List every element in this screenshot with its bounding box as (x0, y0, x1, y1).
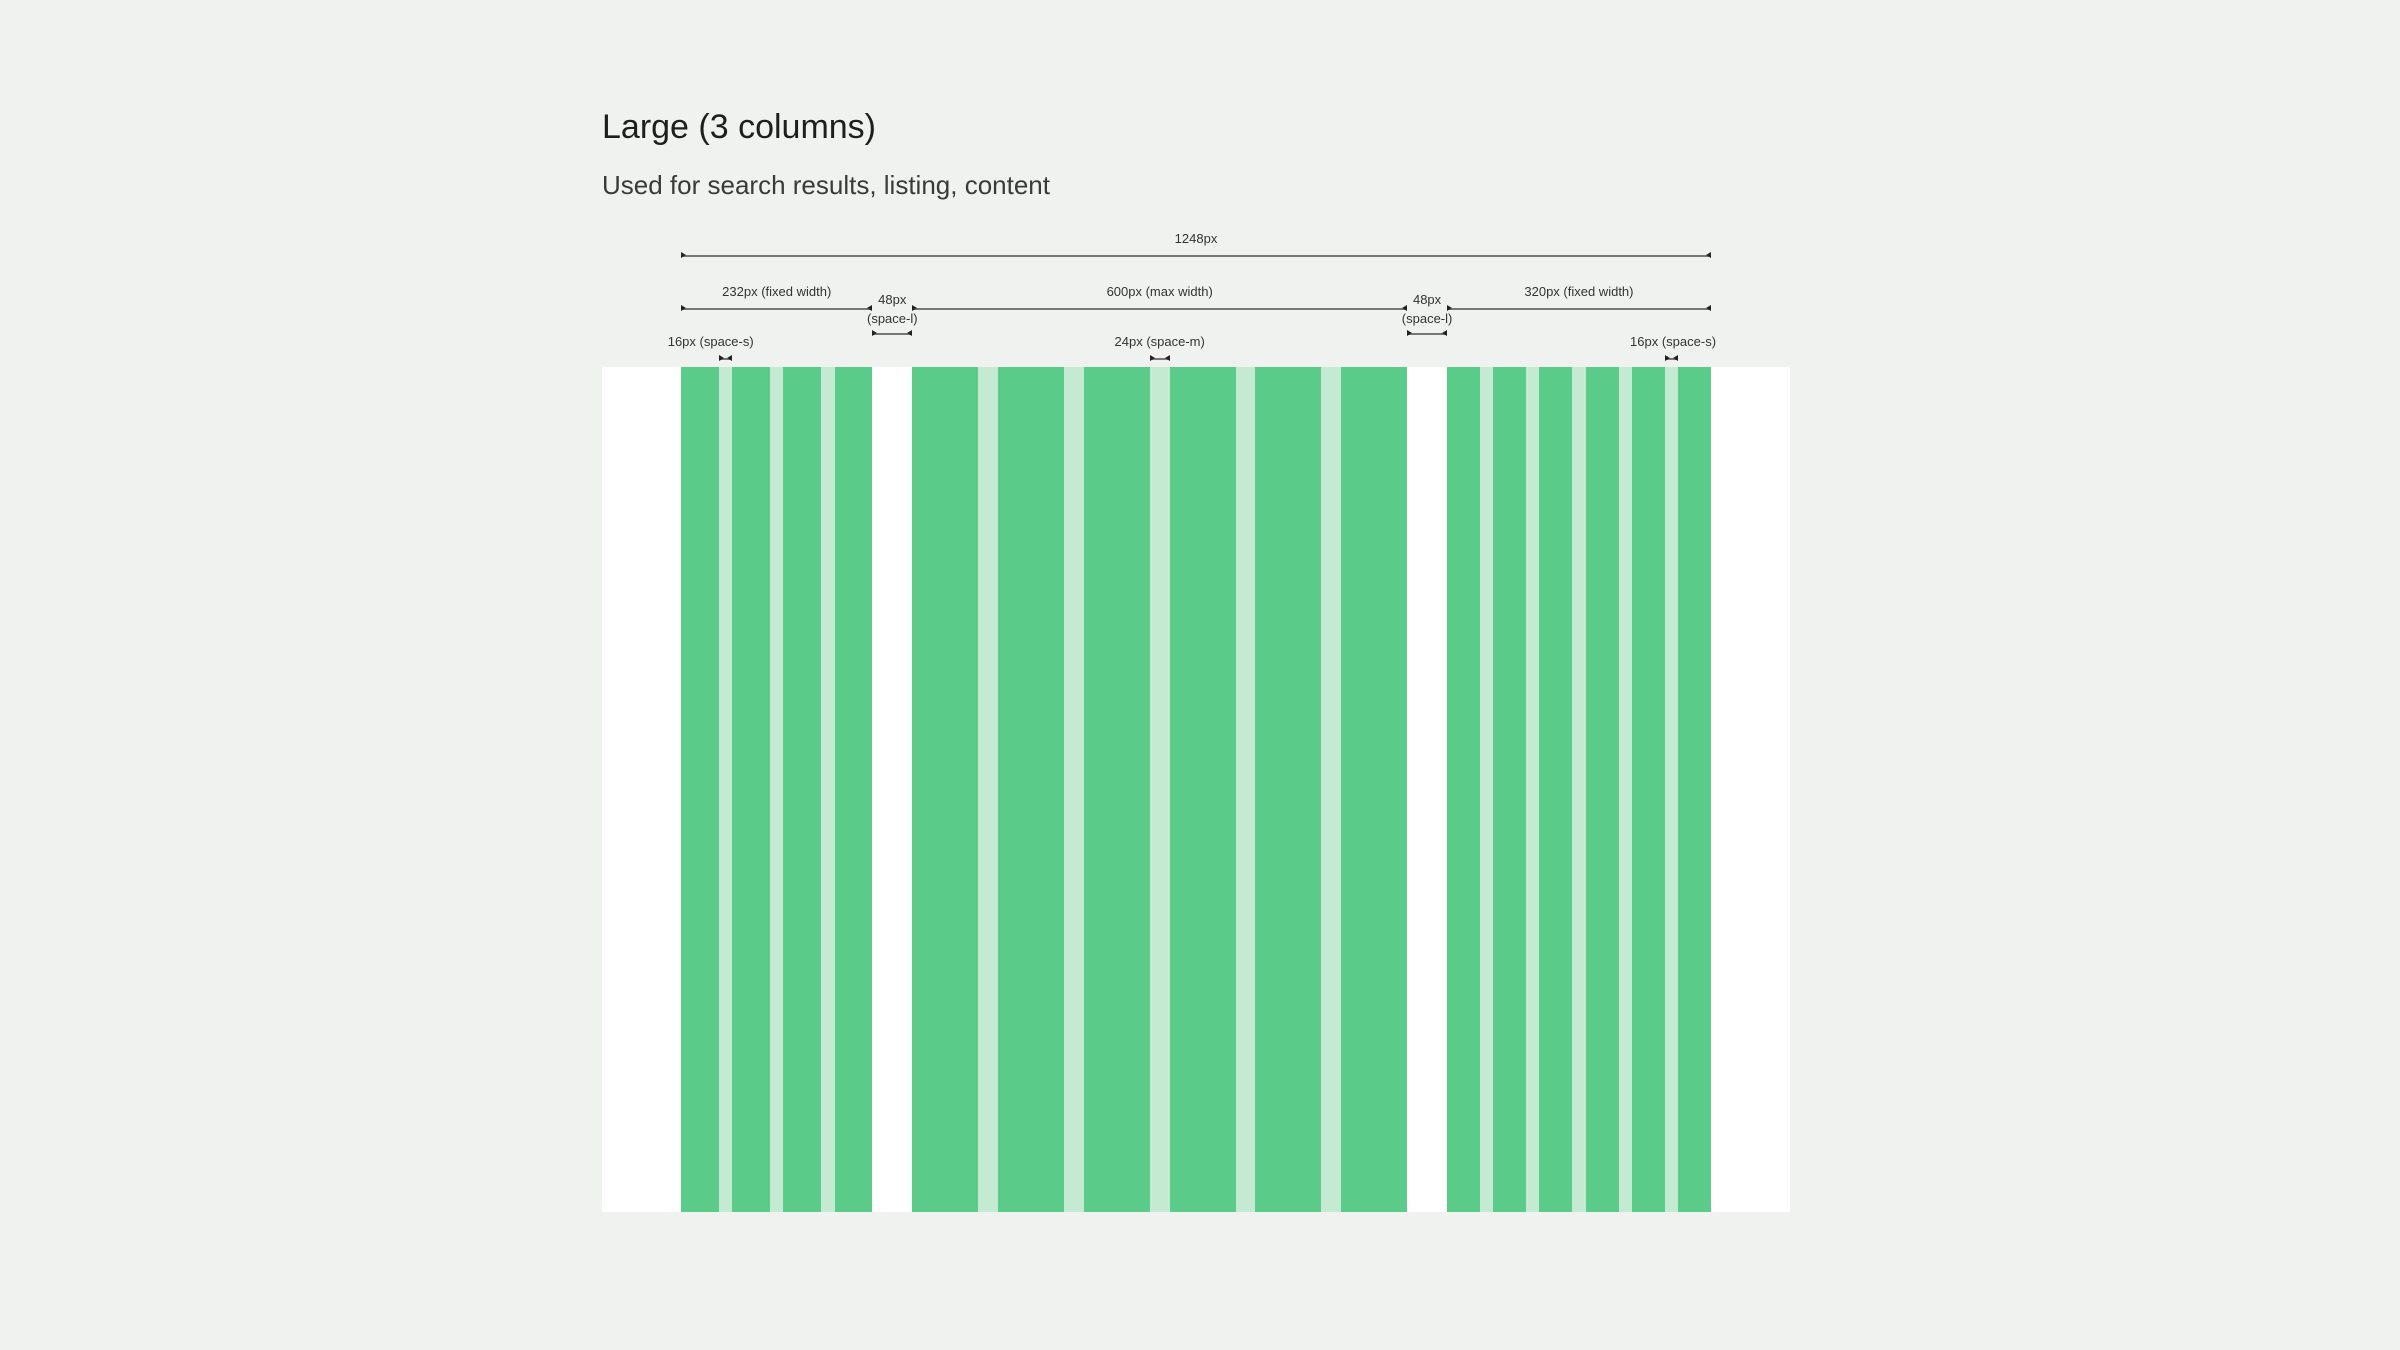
left-column-2 (732, 367, 771, 1212)
left-gutter-1 (718, 367, 733, 1212)
middle-gutter-5 (1321, 367, 1342, 1212)
right-gap-token: (space-l) (1401, 311, 1453, 326)
middle-gutter-4 (1235, 367, 1256, 1212)
right-gap-label: 48px (space-l) (1402, 290, 1453, 328)
right-gutter-5 (1664, 367, 1678, 1212)
middle-column-6 (1341, 367, 1408, 1212)
left-gap-size: 48px (878, 292, 907, 307)
right-column-label: 320px (fixed width) (1524, 284, 1634, 299)
left-gap-token: (space-l) (866, 311, 918, 326)
right-column-line (1446, 305, 1712, 311)
right-gutter-1 (1479, 367, 1494, 1212)
left-gutter-label: 16px (space-s) (667, 334, 754, 349)
left-gutter-line (718, 355, 733, 361)
left-column-4 (834, 367, 873, 1212)
right-column-3 (1539, 367, 1573, 1212)
page-subtitle: Used for search results, listing, conten… (602, 170, 1050, 200)
middle-column-label: 600px (max width) (1106, 284, 1213, 299)
left-gap-line (872, 330, 913, 336)
right-gutter-2 (1526, 367, 1540, 1212)
middle-gutter-2 (1063, 367, 1084, 1212)
right-gutter-label: 16px (space-s) (1630, 334, 1717, 349)
right-gap-line (1407, 330, 1447, 336)
right-gutter-4 (1618, 367, 1632, 1212)
middle-column-2 (997, 367, 1064, 1212)
left-column-1 (681, 367, 719, 1212)
middle-gutter-label: 24px (space-m) (1114, 334, 1205, 349)
middle-column-4 (1169, 367, 1236, 1212)
left-column-3 (783, 367, 822, 1212)
page-title: Large (3 columns) (602, 108, 877, 146)
middle-gutter-3 (1149, 367, 1170, 1212)
middle-column-1 (912, 367, 979, 1212)
right-column-1 (1446, 367, 1480, 1212)
middle-column-5 (1255, 367, 1322, 1212)
left-gap-label: 48px (space-l) (867, 290, 918, 328)
middle-gutter-1 (978, 367, 998, 1212)
right-column-2 (1493, 367, 1527, 1212)
middle-gutter-line (1149, 355, 1170, 361)
left-column-label: 232px (fixed width) (722, 284, 832, 299)
left-gutter-3 (821, 367, 835, 1212)
left-column-line (681, 305, 873, 311)
total-width-line (681, 252, 1711, 258)
right-column-4 (1585, 367, 1619, 1212)
middle-column-line (912, 305, 1408, 311)
right-gutter-line (1664, 355, 1679, 361)
right-column-5 (1631, 367, 1665, 1212)
middle-column-3 (1083, 367, 1150, 1212)
total-width-label: 1248px (1174, 231, 1218, 246)
right-gap-size: 48px (1412, 292, 1442, 307)
right-gutter-3 (1572, 367, 1586, 1212)
left-gutter-2 (770, 367, 784, 1212)
right-column-6 (1677, 367, 1711, 1212)
